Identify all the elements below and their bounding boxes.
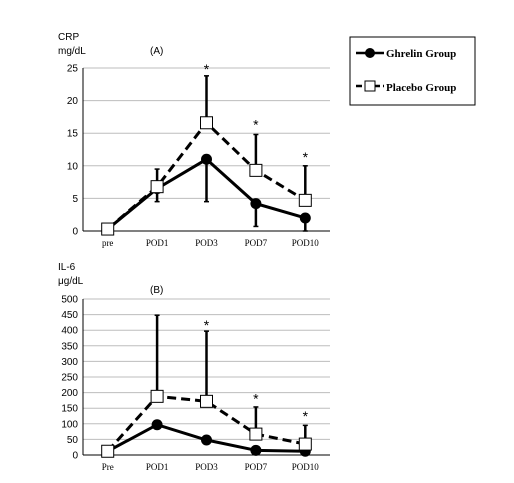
- panel-b-ytick-label: 0: [72, 451, 78, 462]
- panel-b-ytick-label: 350: [61, 341, 78, 352]
- panel-b-xtick-label: POD7: [245, 462, 268, 472]
- panel-a-xtick-label: POD3: [195, 238, 218, 248]
- panel-a-ytick-label: 5: [72, 194, 78, 205]
- panel-a-ytick-label: 25: [67, 64, 79, 75]
- panel-b-ytick-label: 50: [67, 435, 79, 446]
- panel-a-ylabel-line2: mg/dL: [58, 46, 86, 57]
- panel-a-placebo-point: [200, 116, 213, 130]
- panel-a-xtick-label: POD7: [245, 238, 268, 248]
- panel-b-ytick-label: 300: [61, 357, 78, 368]
- panel-b-il6-chart: IL-6 μg/dL (B) 0 50 100 150 200 250 300 350 400 4…: [58, 262, 330, 472]
- panel-b-xtick-label: POD10: [292, 462, 320, 472]
- panel-b-xtick-label: Pre: [102, 462, 114, 472]
- panel-a-placebo-point: [101, 222, 115, 236]
- panel-b-ylabel-line1: IL-6: [58, 262, 76, 273]
- panel-a-ghrelin-point: [201, 153, 212, 165]
- panel-a-label: (A): [150, 46, 163, 57]
- panel-b-xtick-label: POD3: [195, 462, 218, 472]
- panel-a-significance-mark: *: [303, 149, 309, 165]
- panel-b-ytick-label: 150: [61, 404, 78, 415]
- panel-b-ghrelin-point: [151, 419, 163, 431]
- panel-a-ytick-label: 20: [67, 96, 79, 107]
- panel-a-placebo-point: [249, 163, 263, 177]
- panel-a-placebo-point: [298, 193, 312, 207]
- panel-b-placebo-point: [150, 389, 164, 403]
- legend: Ghrelin Group Placebo Group: [349, 36, 476, 106]
- panel-a-ylabel-line1: CRP: [58, 32, 79, 43]
- panel-a-xtick-label: POD10: [292, 238, 320, 248]
- panel-a-placebo-point: [150, 180, 164, 194]
- panel-b-ytick-label: 100: [61, 419, 78, 430]
- panel-b-ghrelin-point: [201, 434, 212, 446]
- panel-b-placebo-point: [249, 427, 263, 441]
- panel-b-placebo-line: [106, 394, 306, 453]
- legend-placebo-label: Placebo Group: [386, 82, 456, 94]
- panel-a-significance-mark: *: [204, 61, 210, 77]
- panel-a-ytick-label: 10: [67, 161, 79, 172]
- panel-b-ylabel-line2: μg/dL: [58, 276, 84, 287]
- panel-b-label: (B): [150, 285, 163, 296]
- panel-a-ghrelin-point: [250, 198, 262, 210]
- panel-b-placebo-point: [298, 437, 312, 451]
- legend-ghrelin-label: Ghrelin Group: [386, 48, 456, 60]
- panel-b-significance-mark: *: [303, 408, 309, 424]
- panel-b-significance-mark: *: [253, 390, 259, 406]
- panel-a-xtick-label: pre: [102, 238, 114, 248]
- panel-b-placebo-point: [101, 444, 115, 458]
- panel-b-ytick-label: 500: [61, 295, 78, 306]
- panel-a-crp-chart: CRP mg/dL (A) 0 5 10 15 20 25 pre POD1 POD3 POD7 P…: [58, 32, 330, 248]
- legend-ghrelin-marker: [365, 48, 375, 58]
- panel-b-ghrelin-point: [250, 444, 262, 456]
- panel-b-ytick-label: 200: [61, 388, 78, 399]
- panel-b-significance-mark: *: [204, 317, 210, 333]
- panel-b-ytick-label: 400: [61, 326, 78, 337]
- panel-b-placebo-point: [200, 394, 213, 408]
- legend-placebo-marker: [364, 80, 376, 92]
- panel-b-xtick-label: POD1: [146, 462, 169, 472]
- panel-b-ytick-label: 250: [61, 373, 78, 384]
- panel-a-significance-mark: *: [253, 116, 259, 132]
- panel-a-ytick-label: 15: [67, 129, 79, 140]
- panel-a-xtick-label: POD1: [146, 238, 169, 248]
- panel-a-ytick-label: 0: [72, 227, 78, 238]
- panel-b-ytick-label: 450: [61, 310, 78, 321]
- panel-a-ghrelin-point: [299, 212, 311, 224]
